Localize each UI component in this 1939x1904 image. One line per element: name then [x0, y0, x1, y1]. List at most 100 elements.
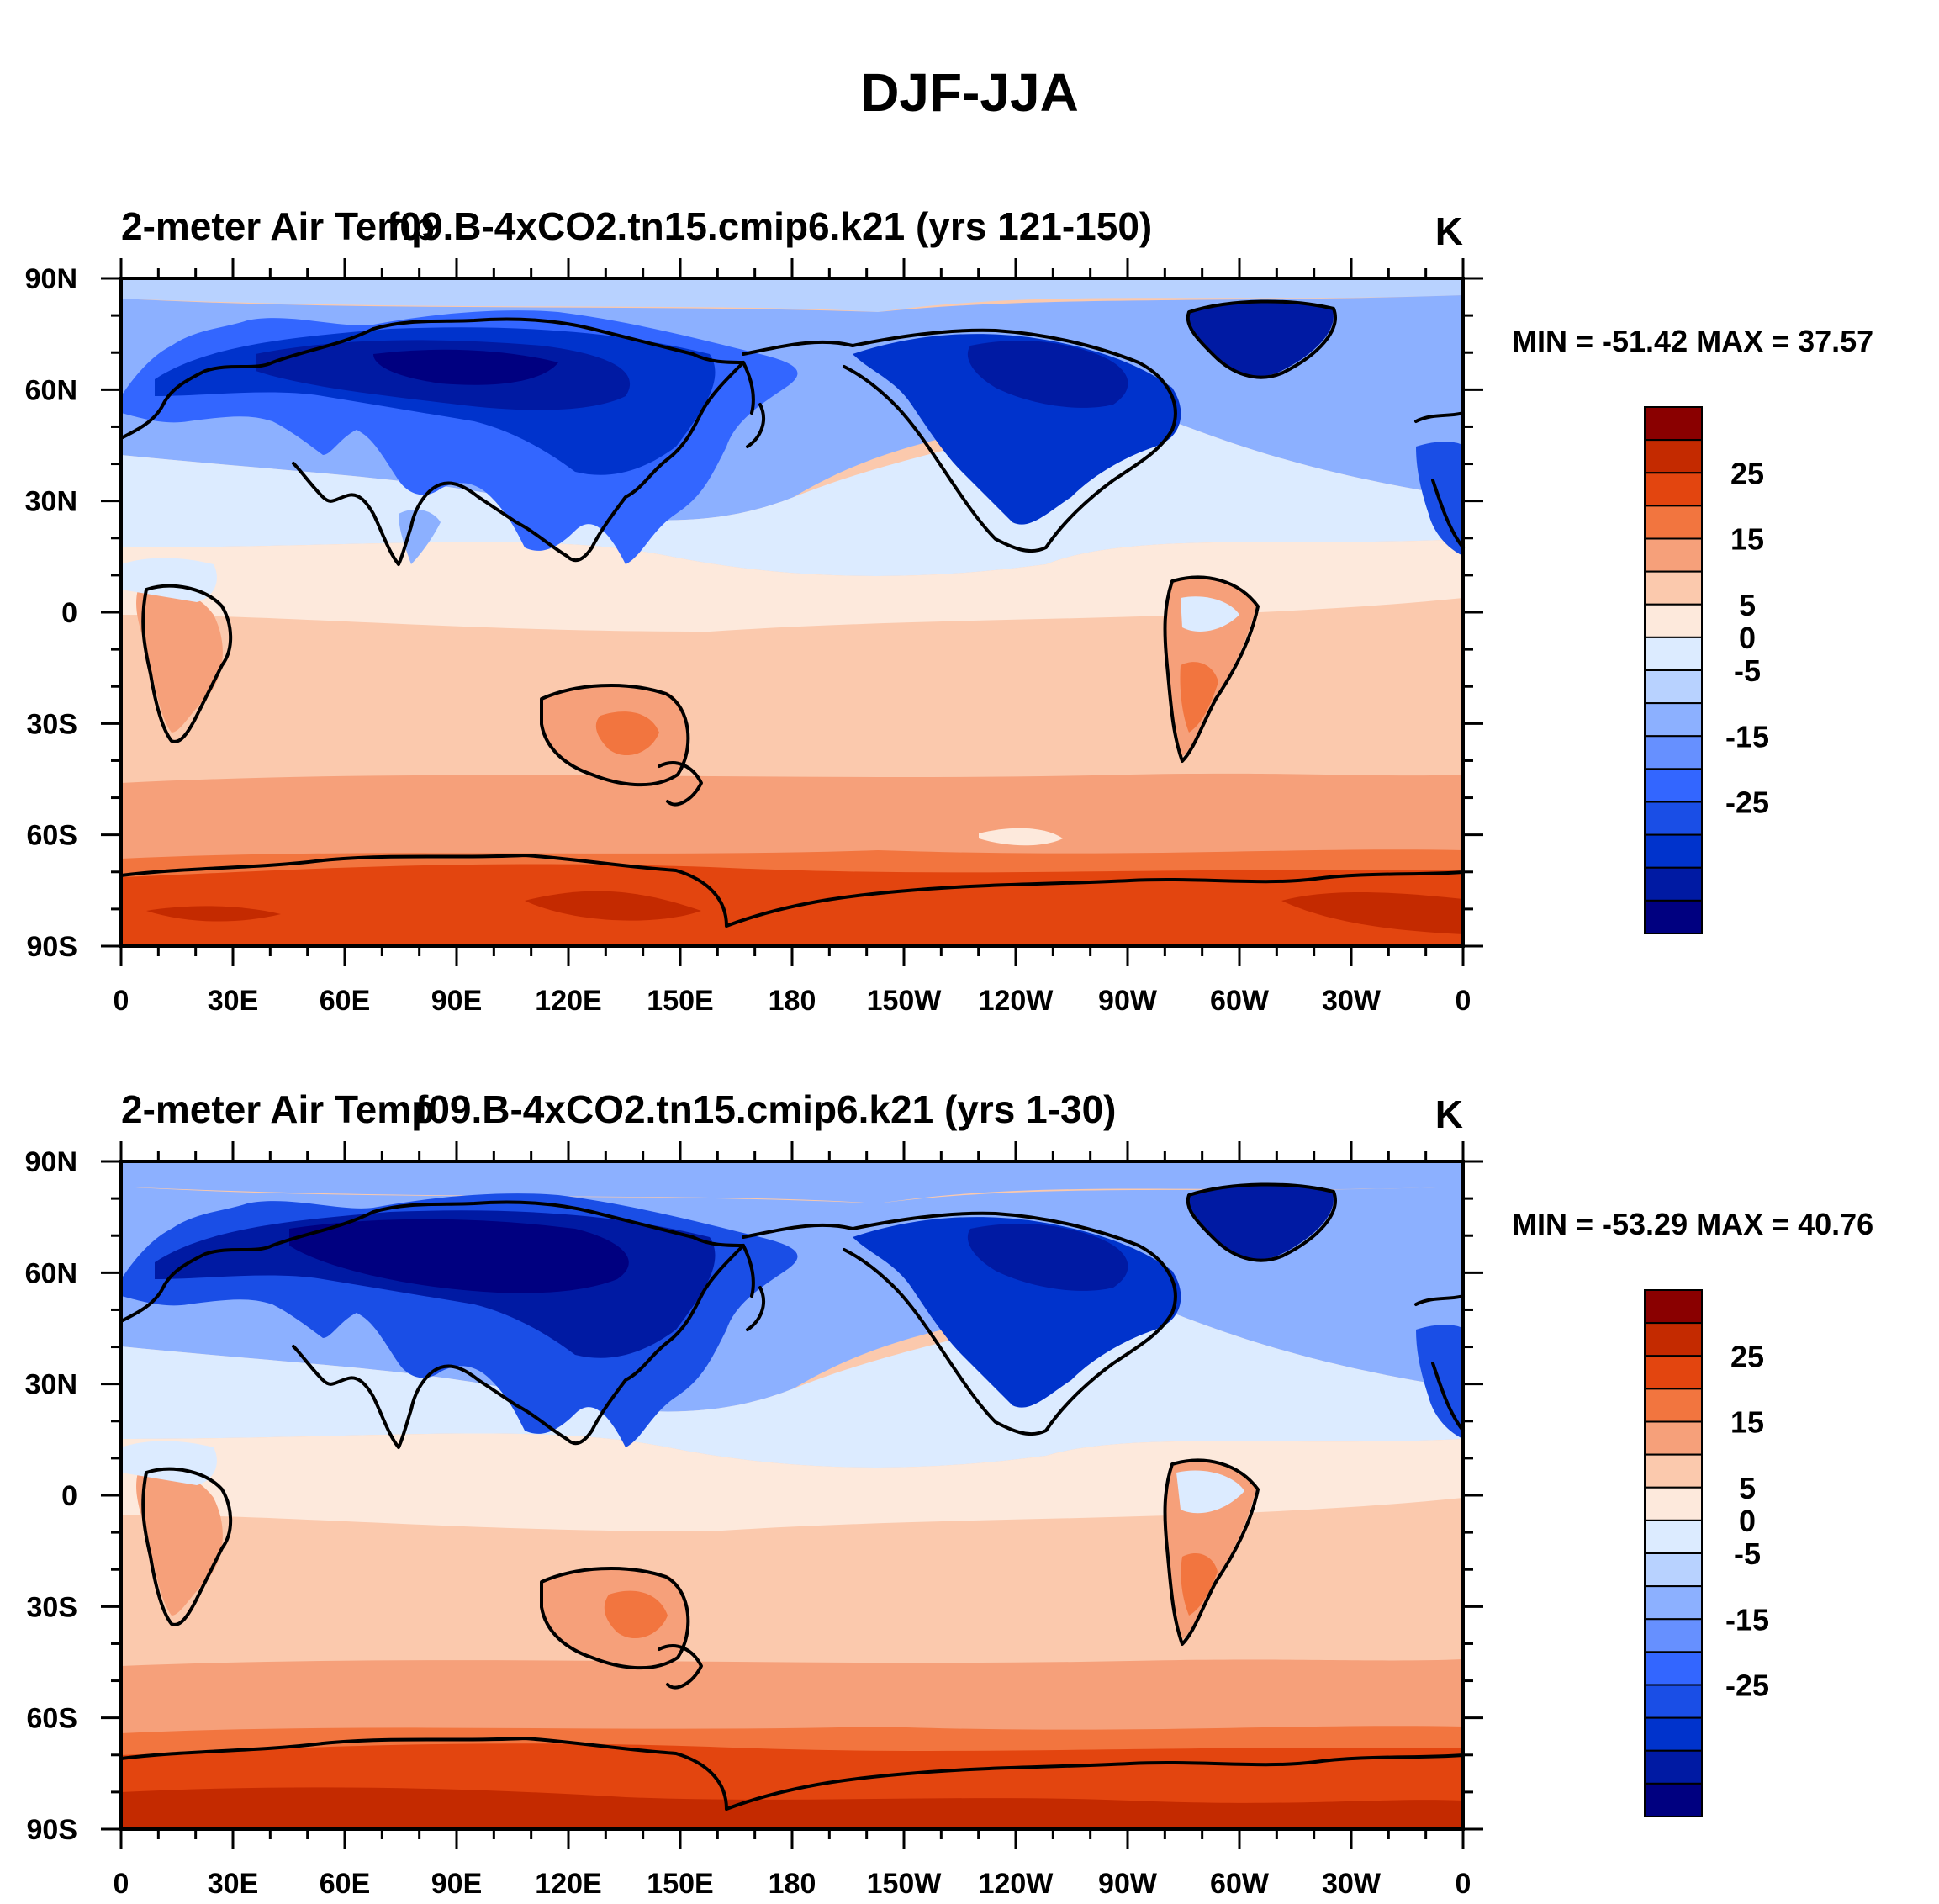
- colorbar-box: [1644, 1388, 1703, 1423]
- colorbar-label: -5: [1734, 653, 1761, 688]
- panel-center-title: f09.B-4xCO2.tn15.cmip6.k21 (yrs 121-150): [387, 204, 1152, 248]
- x-tick-label: 0: [1456, 985, 1471, 1017]
- coast-new-zealand: [658, 761, 703, 807]
- panel-units: K: [1435, 209, 1463, 253]
- colorbar-box: [1644, 570, 1703, 606]
- colorbar-box: [1644, 1684, 1703, 1719]
- southern-africa-warm: [136, 1469, 223, 1616]
- x-tick-label: 90W: [1098, 1868, 1158, 1900]
- greenland-cold: [1188, 1185, 1334, 1260]
- colorbar-label: 25: [1730, 456, 1764, 490]
- x-tick-label: 120W: [979, 985, 1054, 1017]
- x-tick-label: 180: [769, 985, 816, 1017]
- coast-eurasia: [119, 1200, 745, 1449]
- minmax-label: MIN = -51.42 MAX = 37.57: [1512, 324, 1873, 358]
- y-tick-label: 90N: [25, 263, 77, 295]
- y-tick-label: 30S: [27, 1591, 78, 1623]
- colorbar-box: [1644, 1420, 1703, 1456]
- x-tick-label: 90W: [1098, 985, 1158, 1017]
- colorbar-box: [1644, 768, 1703, 803]
- colorbar-label: 5: [1739, 588, 1756, 622]
- x-tick-label: 180: [769, 1868, 816, 1900]
- colorbar-box: [1644, 669, 1703, 705]
- colorbar-box: [1644, 1651, 1703, 1686]
- coast-eurasia: [119, 317, 745, 566]
- x-tick-label: 60W: [1210, 985, 1270, 1017]
- colorbar-box: [1644, 1322, 1703, 1357]
- arctic-band: [121, 1161, 1463, 1203]
- panel-bottom: 2-meter Air Temp f09.B-4xCO2.tn15.cmip6.…: [25, 1087, 1874, 1900]
- colorbar-box: [1644, 537, 1703, 573]
- equatorial-band: [121, 1433, 1463, 1531]
- y-tick-label: 90S: [27, 931, 78, 963]
- x-tick-label: 120E: [535, 985, 601, 1017]
- y-tick-label: 30N: [25, 486, 77, 518]
- colorbar-box: [1644, 1289, 1703, 1325]
- y-tick-label: 0: [61, 1480, 77, 1512]
- colorbar-box: [1644, 603, 1703, 638]
- colorbar-box: [1644, 472, 1703, 507]
- canada-coldest: [967, 341, 1128, 408]
- x-tick-label: 30W: [1322, 1868, 1382, 1900]
- x-axis: 0 30E 60E 90E 120E 150E 180 150W 120W 90W 60W 30W 0: [114, 258, 1471, 1017]
- colorbar-box: [1644, 735, 1703, 770]
- coast-new-zealand: [658, 1644, 703, 1690]
- y-tick-label: 90N: [25, 1146, 77, 1178]
- panel-left-title: 2-meter Air Temp: [121, 204, 435, 248]
- coast-antarctica: [119, 1737, 1465, 1811]
- colorbar-label: -25: [1725, 785, 1769, 820]
- coast-africa: [141, 584, 233, 743]
- arctic-band: [121, 278, 1463, 312]
- colorbar-box: [1644, 1519, 1703, 1554]
- x-tick-label: 60E: [320, 1868, 371, 1900]
- colorbar-box: [1644, 1716, 1703, 1752]
- y-tick-label: 60N: [25, 1257, 77, 1289]
- y-tick-label: 60S: [27, 820, 78, 852]
- colorbar: 25 15 50-5 -15 -25: [1644, 1289, 1769, 1817]
- x-tick-label: 150W: [867, 1868, 943, 1900]
- x-tick-label: 150E: [647, 985, 713, 1017]
- y-tick-label: 30S: [27, 708, 78, 740]
- colorbar-label: -15: [1725, 719, 1769, 754]
- coast-greenland: [1186, 1182, 1337, 1262]
- colorbar-box: [1644, 1552, 1703, 1588]
- x-tick-label: 120W: [979, 1868, 1054, 1900]
- colorbar-label: 25: [1730, 1339, 1764, 1373]
- coast-europe-africa-west: [1414, 1294, 1465, 1432]
- colorbar-box: [1644, 899, 1703, 934]
- panel-top: 2-meter Air Temp f09.B-4xCO2.tn15.cmip6.…: [25, 204, 1874, 1017]
- colorbar-label: 5: [1739, 1471, 1756, 1505]
- coast-africa: [141, 1467, 233, 1626]
- coast-north-america: [742, 328, 1177, 553]
- siberia-coldest: [289, 1219, 629, 1293]
- greenland-cold: [1188, 302, 1334, 377]
- coast-south-america: [1163, 575, 1260, 763]
- coast-australia: [540, 1567, 690, 1670]
- y-axis: 90N 60N 30N 0 30S 60S 90S: [25, 263, 1483, 963]
- colorbar-box: [1644, 801, 1703, 836]
- coastlines: [119, 299, 1465, 928]
- coast-japan: [742, 1244, 765, 1331]
- australia-hot-core: [595, 711, 659, 756]
- colorbar-box: [1644, 1749, 1703, 1785]
- minmax-label: MIN = -53.29 MAX = 40.76: [1512, 1207, 1873, 1241]
- x-tick-label: 120E: [535, 1868, 601, 1900]
- colorbar-box: [1644, 1355, 1703, 1390]
- y-tick-label: 90S: [27, 1814, 78, 1846]
- x-tick-label: 60W: [1210, 1868, 1270, 1900]
- colorbar-box: [1644, 1453, 1703, 1489]
- x-tick-label: 30E: [208, 985, 259, 1017]
- south-america-hot-core: [1180, 662, 1218, 733]
- colorbar-label: -25: [1725, 1669, 1769, 1703]
- coast-europe-africa-west: [1414, 411, 1465, 549]
- antarctic-hot-spot-3: [146, 906, 281, 922]
- panel-units: K: [1435, 1092, 1463, 1136]
- coast-greenland: [1186, 299, 1337, 379]
- colorbar-box: [1644, 1585, 1703, 1621]
- siberia-coldest: [373, 349, 558, 385]
- colorbar-box: [1644, 439, 1703, 474]
- y-tick-label: 0: [61, 597, 77, 629]
- colorbar-label: 0: [1739, 621, 1756, 655]
- x-tick-label: 30E: [208, 1868, 259, 1900]
